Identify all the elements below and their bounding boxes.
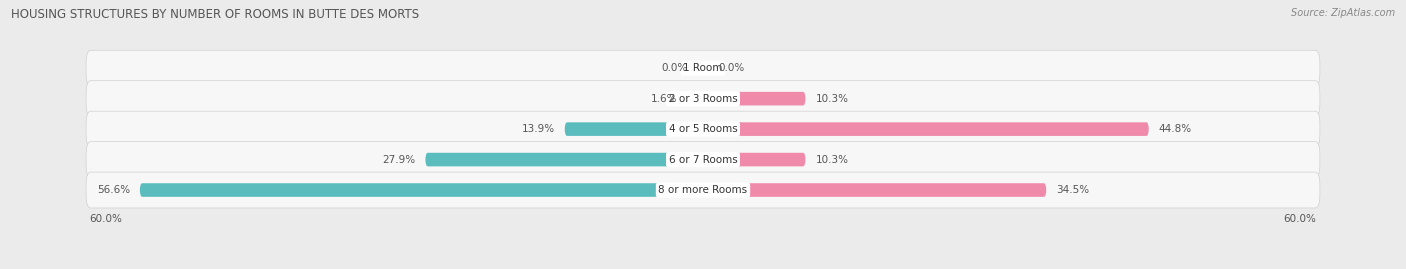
FancyBboxPatch shape xyxy=(86,111,1320,147)
Text: HOUSING STRUCTURES BY NUMBER OF ROOMS IN BUTTE DES MORTS: HOUSING STRUCTURES BY NUMBER OF ROOMS IN… xyxy=(11,8,419,21)
FancyBboxPatch shape xyxy=(86,81,1320,116)
FancyBboxPatch shape xyxy=(703,92,806,105)
FancyBboxPatch shape xyxy=(426,153,703,166)
Text: 8 or more Rooms: 8 or more Rooms xyxy=(658,185,748,195)
Text: 1 Room: 1 Room xyxy=(683,63,723,73)
Text: 13.9%: 13.9% xyxy=(522,124,555,134)
Text: 34.5%: 34.5% xyxy=(1056,185,1090,195)
FancyBboxPatch shape xyxy=(86,142,1320,178)
Text: 10.3%: 10.3% xyxy=(815,155,848,165)
FancyBboxPatch shape xyxy=(703,122,1149,136)
Text: Source: ZipAtlas.com: Source: ZipAtlas.com xyxy=(1291,8,1395,18)
FancyBboxPatch shape xyxy=(86,172,1320,208)
Text: 56.6%: 56.6% xyxy=(97,185,129,195)
Text: 4 or 5 Rooms: 4 or 5 Rooms xyxy=(669,124,737,134)
Text: 0.0%: 0.0% xyxy=(662,63,688,73)
FancyBboxPatch shape xyxy=(688,92,703,105)
FancyBboxPatch shape xyxy=(565,122,703,136)
FancyBboxPatch shape xyxy=(139,183,703,197)
Text: 10.3%: 10.3% xyxy=(815,94,848,104)
Text: 2 or 3 Rooms: 2 or 3 Rooms xyxy=(669,94,737,104)
FancyBboxPatch shape xyxy=(86,50,1320,86)
Text: 6 or 7 Rooms: 6 or 7 Rooms xyxy=(669,155,737,165)
FancyBboxPatch shape xyxy=(703,183,1046,197)
FancyBboxPatch shape xyxy=(703,153,806,166)
Text: 44.8%: 44.8% xyxy=(1159,124,1192,134)
Text: 27.9%: 27.9% xyxy=(382,155,415,165)
Text: 0.0%: 0.0% xyxy=(718,63,744,73)
Text: 1.6%: 1.6% xyxy=(651,94,678,104)
